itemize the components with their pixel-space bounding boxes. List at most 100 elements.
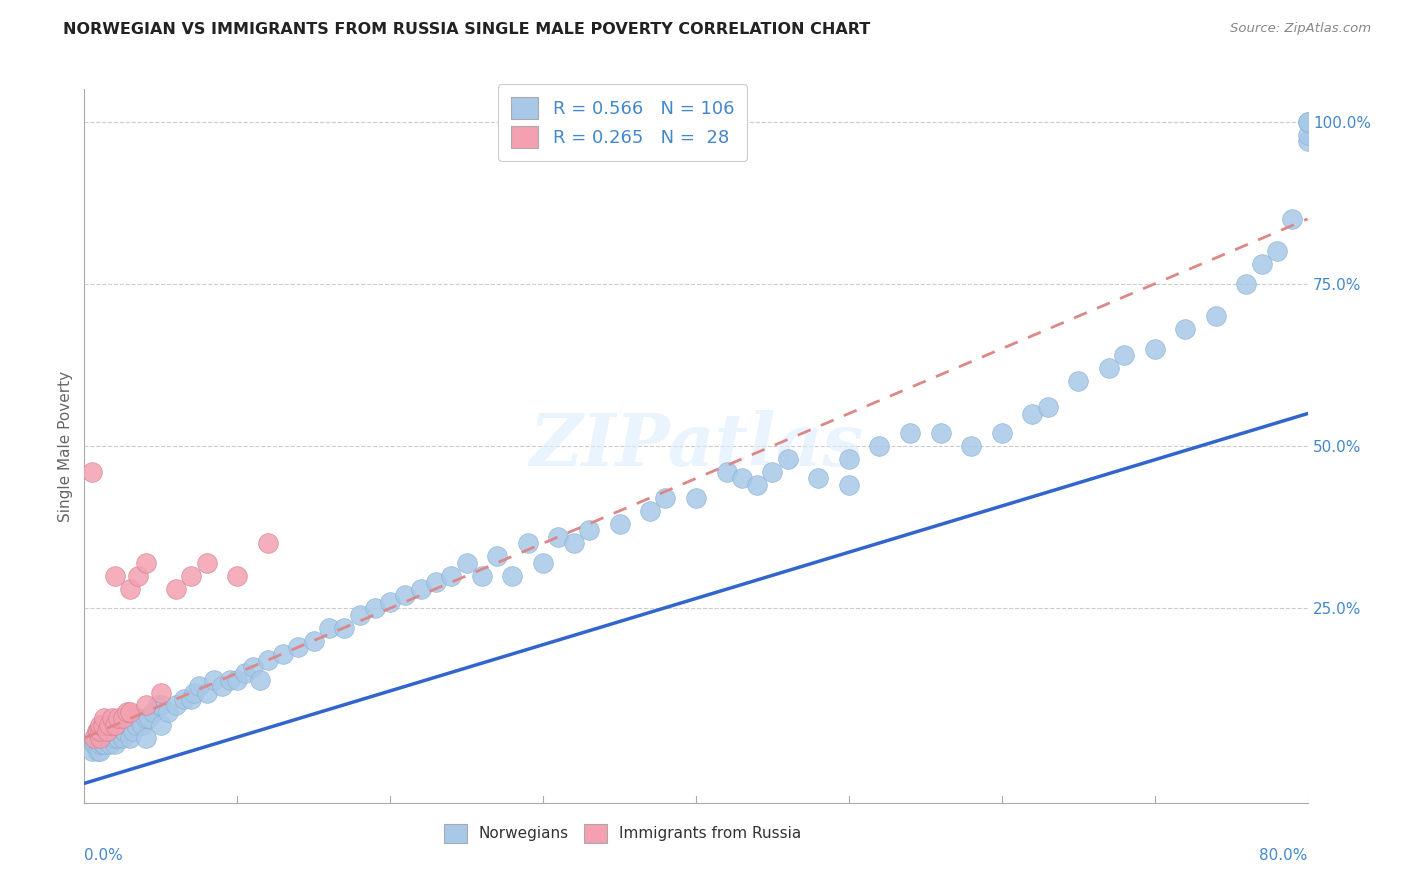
Point bbox=[249, 673, 271, 687]
Point bbox=[91, 718, 114, 732]
Point bbox=[838, 452, 860, 467]
Point bbox=[93, 711, 115, 725]
Point bbox=[578, 524, 600, 538]
Point bbox=[87, 744, 110, 758]
Point bbox=[103, 724, 125, 739]
Point bbox=[104, 568, 127, 582]
Point bbox=[318, 621, 340, 635]
Point bbox=[218, 673, 240, 687]
Point bbox=[1296, 128, 1319, 142]
Point bbox=[1265, 244, 1288, 259]
Point bbox=[531, 556, 554, 570]
Point bbox=[226, 568, 249, 582]
Point bbox=[364, 601, 387, 615]
Point bbox=[807, 471, 830, 485]
Point bbox=[394, 588, 416, 602]
Point bbox=[183, 685, 205, 699]
Point bbox=[776, 452, 799, 467]
Point bbox=[1114, 348, 1136, 362]
Point bbox=[516, 536, 538, 550]
Point bbox=[929, 425, 952, 440]
Point bbox=[149, 685, 172, 699]
Point bbox=[86, 731, 108, 745]
Point bbox=[125, 718, 148, 732]
Point bbox=[96, 724, 118, 739]
Point bbox=[107, 711, 129, 725]
Point bbox=[101, 731, 124, 745]
Point bbox=[165, 698, 187, 713]
Point bbox=[120, 731, 142, 745]
Point bbox=[115, 718, 138, 732]
Point bbox=[380, 595, 402, 609]
Text: NORWEGIAN VS IMMIGRANTS FROM RUSSIA SINGLE MALE POVERTY CORRELATION CHART: NORWEGIAN VS IMMIGRANTS FROM RUSSIA SING… bbox=[63, 22, 870, 37]
Point bbox=[112, 724, 135, 739]
Point bbox=[638, 504, 661, 518]
Point bbox=[1236, 277, 1258, 291]
Point bbox=[110, 724, 132, 739]
Point bbox=[609, 516, 631, 531]
Point bbox=[731, 471, 754, 485]
Point bbox=[562, 536, 585, 550]
Point bbox=[135, 731, 157, 745]
Point bbox=[761, 465, 783, 479]
Point bbox=[120, 582, 142, 596]
Legend: Norwegians, Immigrants from Russia: Norwegians, Immigrants from Russia bbox=[437, 818, 807, 848]
Point bbox=[1250, 257, 1272, 271]
Point bbox=[120, 705, 142, 719]
Point bbox=[960, 439, 983, 453]
Point bbox=[188, 679, 211, 693]
Point bbox=[104, 738, 127, 752]
Point bbox=[89, 718, 111, 732]
Point bbox=[127, 711, 149, 725]
Point bbox=[233, 666, 256, 681]
Point bbox=[149, 718, 172, 732]
Point bbox=[83, 738, 105, 752]
Point bbox=[84, 738, 107, 752]
Point bbox=[440, 568, 463, 582]
Point bbox=[654, 491, 676, 505]
Point bbox=[1021, 407, 1043, 421]
Point bbox=[502, 568, 524, 582]
Point bbox=[409, 582, 432, 596]
Point bbox=[333, 621, 356, 635]
Point bbox=[898, 425, 921, 440]
Point bbox=[456, 556, 478, 570]
Point bbox=[89, 724, 111, 739]
Point bbox=[173, 692, 195, 706]
Point bbox=[138, 711, 160, 725]
Point bbox=[869, 439, 891, 453]
Point bbox=[202, 673, 225, 687]
Point bbox=[1296, 134, 1319, 148]
Point bbox=[89, 731, 111, 745]
Point bbox=[1281, 211, 1303, 226]
Point bbox=[747, 478, 769, 492]
Point bbox=[120, 718, 142, 732]
Point bbox=[93, 738, 115, 752]
Point bbox=[838, 478, 860, 492]
Point bbox=[83, 731, 105, 745]
Point bbox=[107, 731, 129, 745]
Point bbox=[101, 711, 124, 725]
Point bbox=[1067, 374, 1090, 388]
Point bbox=[98, 738, 121, 752]
Point bbox=[349, 607, 371, 622]
Point bbox=[89, 724, 111, 739]
Text: ZIPatlas: ZIPatlas bbox=[529, 410, 863, 482]
Point bbox=[122, 724, 145, 739]
Point bbox=[257, 653, 280, 667]
Point bbox=[226, 673, 249, 687]
Point bbox=[104, 718, 127, 732]
Point bbox=[471, 568, 494, 582]
Point bbox=[97, 731, 120, 745]
Point bbox=[211, 679, 233, 693]
Point bbox=[89, 738, 111, 752]
Point bbox=[91, 738, 114, 752]
Point bbox=[80, 465, 103, 479]
Point bbox=[149, 698, 172, 713]
Point bbox=[1174, 322, 1197, 336]
Point bbox=[89, 744, 111, 758]
Point bbox=[135, 556, 157, 570]
Point bbox=[425, 575, 447, 590]
Point bbox=[716, 465, 738, 479]
Point bbox=[287, 640, 309, 654]
